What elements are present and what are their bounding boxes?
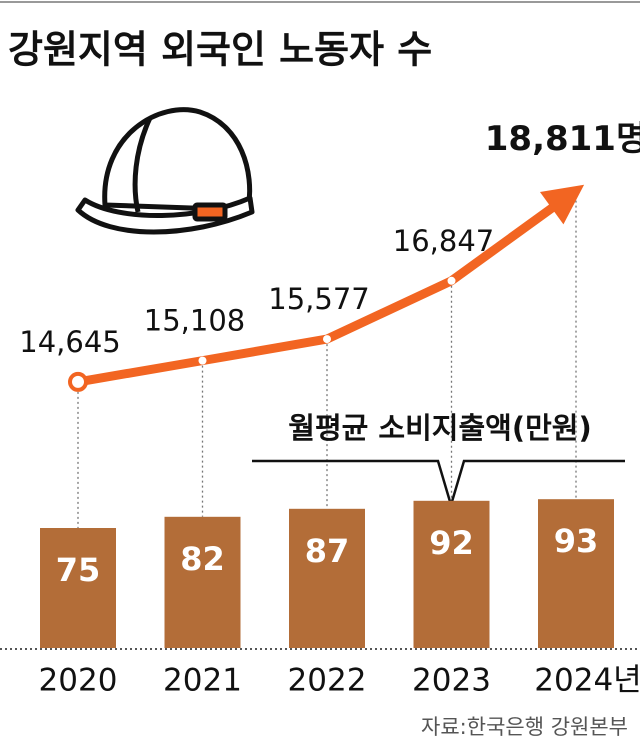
point <box>447 276 456 285</box>
bar <box>164 516 241 648</box>
value-label: 16,847 <box>393 224 494 258</box>
series-label: 월평균 소비지출액(만원) <box>288 411 591 445</box>
value-label: 15,577 <box>268 282 369 316</box>
x-tick-label: 2023 <box>412 663 491 699</box>
bar-label: 92 <box>429 524 474 562</box>
bar <box>413 500 490 648</box>
bar-label: 82 <box>180 540 225 578</box>
x-tick-label: 2022 <box>288 663 367 699</box>
bar-label: 87 <box>305 532 350 570</box>
x-tick-label: 2021 <box>163 663 242 699</box>
bar-label: 93 <box>554 522 599 560</box>
arrow-head <box>539 184 585 225</box>
bar <box>40 528 116 648</box>
bar-label: 75 <box>56 551 101 589</box>
annotation-bracket <box>252 459 625 510</box>
point <box>323 335 331 344</box>
point <box>198 356 207 365</box>
source: 자료:한국은행 강원본부 <box>421 715 628 739</box>
x-tick-label: 2024년 <box>534 663 640 699</box>
value-label: 15,108 <box>144 304 245 338</box>
bar <box>289 508 365 648</box>
x-tick-label: 2020 <box>39 663 118 699</box>
helmet-icon <box>75 107 255 235</box>
value-label: 18,811명 <box>485 119 640 159</box>
chart-title: 강원지역 외국인 노동자 수 <box>8 28 432 72</box>
bar <box>538 499 614 648</box>
value-label: 14,645 <box>19 325 120 359</box>
point <box>68 371 88 392</box>
